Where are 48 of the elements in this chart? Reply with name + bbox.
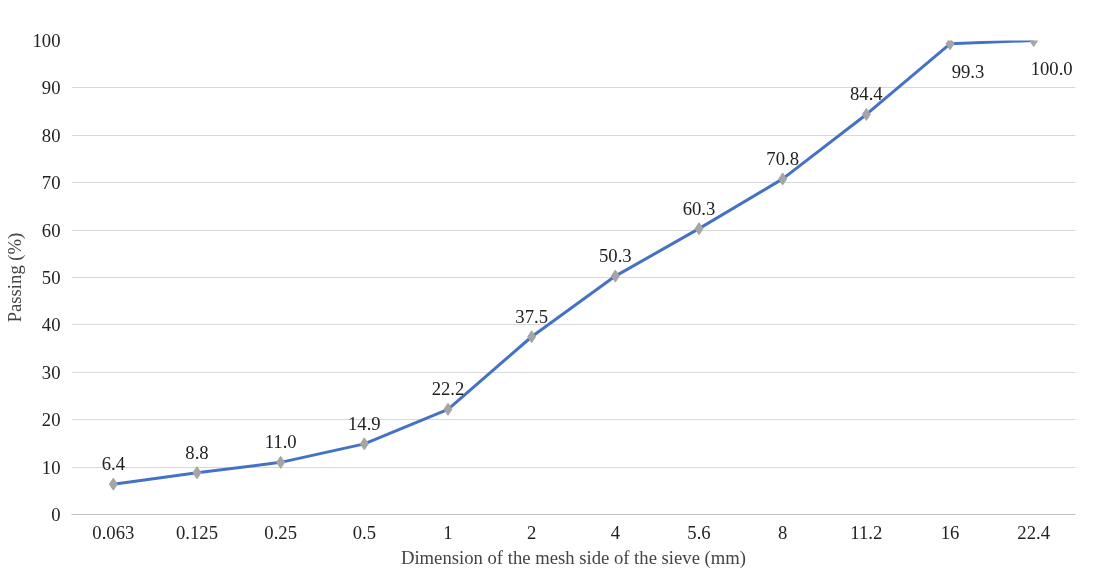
point bbox=[778, 172, 788, 186]
y-axis-title: Passing (%) bbox=[3, 232, 26, 323]
y-tick-label: 70 bbox=[41, 172, 61, 194]
text: 50.3 bbox=[599, 245, 632, 267]
text: 37.5 bbox=[515, 305, 548, 327]
x-tick-label: 0.063 bbox=[92, 521, 135, 543]
y-tick-label: 0 bbox=[51, 504, 61, 525]
x-tick-label: 16 bbox=[940, 521, 960, 543]
point bbox=[359, 437, 369, 451]
x-tick-label: 11.2 bbox=[850, 521, 883, 543]
y-tick-label: 40 bbox=[41, 314, 61, 336]
point bbox=[861, 107, 871, 121]
point bbox=[192, 466, 202, 480]
y-tick-label: 20 bbox=[41, 409, 61, 431]
point bbox=[527, 330, 537, 344]
x-tick-label: 4 bbox=[610, 521, 621, 543]
y-tick-label: 30 bbox=[41, 361, 61, 383]
y-tick-label: 10 bbox=[41, 456, 61, 478]
text: 100.0 bbox=[1030, 57, 1073, 79]
x-tick-label: 0.25 bbox=[264, 521, 297, 543]
x-tick-label: 2 bbox=[527, 521, 537, 543]
x-tick-label: 5.6 bbox=[687, 521, 711, 543]
text: 70.8 bbox=[766, 147, 799, 169]
y-tick-label: 90 bbox=[41, 77, 61, 99]
text: 11.0 bbox=[264, 431, 297, 453]
x-axis-title: Dimension of the mesh side of the sieve (mm) bbox=[400, 546, 747, 569]
text: 14.9 bbox=[348, 412, 381, 434]
y-tick-label: 100 bbox=[32, 30, 61, 51]
x-tick-label: 8 bbox=[778, 521, 788, 543]
point bbox=[945, 40, 955, 51]
text: 8.8 bbox=[185, 441, 209, 463]
x-tick-label: 0.5 bbox=[352, 521, 376, 543]
point bbox=[108, 477, 118, 491]
point bbox=[694, 222, 704, 236]
text: 84.4 bbox=[850, 83, 883, 105]
x-tick-label: 22.4 bbox=[1017, 521, 1051, 543]
text: 99.3 bbox=[951, 60, 985, 82]
text: 22.2 bbox=[431, 378, 465, 400]
x-tick-label: 1 bbox=[443, 521, 453, 543]
point bbox=[443, 402, 453, 416]
point bbox=[610, 269, 620, 283]
point bbox=[276, 455, 286, 469]
text: 60.3 bbox=[682, 197, 716, 219]
x-tick-label: 0.125 bbox=[176, 521, 218, 543]
y-tick-label: 80 bbox=[41, 124, 61, 146]
y-tick-label: 60 bbox=[41, 219, 61, 241]
text: 6.4 bbox=[101, 453, 125, 475]
y-tick-label: 50 bbox=[41, 267, 61, 288]
